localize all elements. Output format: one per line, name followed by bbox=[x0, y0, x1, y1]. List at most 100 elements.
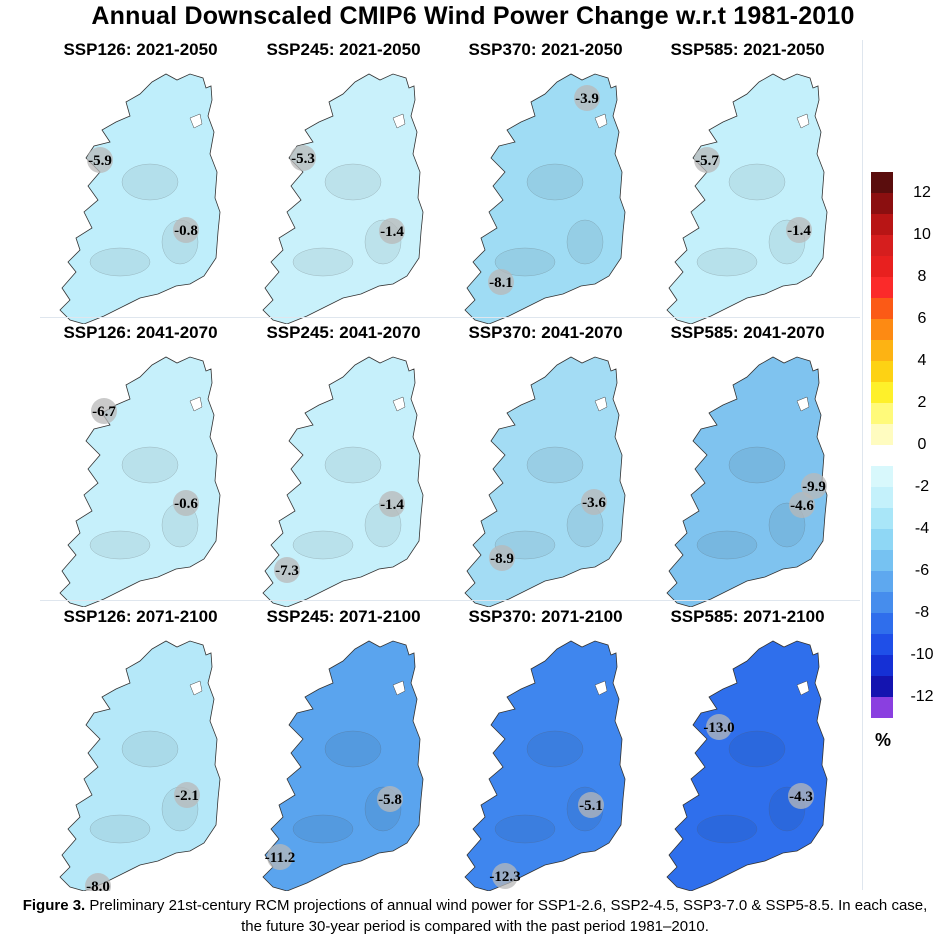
station-value-label: -12.3 bbox=[489, 869, 520, 885]
station-value-label: -5.3 bbox=[291, 151, 315, 167]
colorbar-swatch bbox=[871, 256, 893, 277]
ireland-map: -13.0 -4.3 bbox=[666, 640, 828, 891]
colorbar-tick-label: -10 bbox=[910, 646, 934, 663]
lough-neagh bbox=[189, 680, 203, 696]
station-marker bbox=[173, 490, 199, 516]
station-value-label: -13.0 bbox=[703, 720, 734, 736]
ireland-map: -9.9 -4.6 bbox=[666, 356, 828, 607]
colorbar-swatch bbox=[871, 550, 893, 571]
colorbar-swatch bbox=[871, 382, 893, 403]
panel-title: SSP245: 2041-2070 bbox=[266, 323, 421, 342]
lough-neagh bbox=[594, 680, 608, 696]
lough-neagh bbox=[189, 396, 203, 412]
colorbar-tick-label: -6 bbox=[914, 562, 930, 579]
lough-neagh bbox=[796, 680, 810, 696]
colorbar-swatch bbox=[871, 235, 893, 256]
caption-label: Figure 3. bbox=[22, 897, 86, 914]
colorbar-tick-label: 12 bbox=[913, 184, 931, 201]
contour-region bbox=[121, 163, 179, 201]
contour-region bbox=[728, 163, 786, 201]
station-marker bbox=[488, 269, 514, 295]
panel-title: SSP585: 2071-2100 bbox=[670, 607, 825, 626]
colorbar-swatch bbox=[871, 193, 893, 214]
map-panel: SSP585: 2041-2070 -9.9 -4.6 bbox=[647, 323, 848, 607]
colorbar-swatch bbox=[871, 340, 893, 361]
colorbar-swatch bbox=[871, 592, 893, 613]
panel-title: SSP370: 2041-2070 bbox=[468, 323, 623, 342]
station-marker bbox=[574, 85, 600, 111]
colorbar-tick-label: -4 bbox=[914, 520, 930, 537]
station-marker bbox=[267, 844, 293, 870]
panel-title: SSP245: 2071-2100 bbox=[266, 607, 421, 626]
panel-title: SSP126: 2041-2070 bbox=[63, 323, 218, 342]
station-marker bbox=[578, 792, 604, 818]
station-value-label: -11.2 bbox=[265, 850, 295, 866]
lough-neagh bbox=[392, 680, 406, 696]
contour-region bbox=[494, 247, 556, 277]
ireland-map: -5.8 -11.2 bbox=[262, 640, 424, 891]
colorbar-tick-label: -8 bbox=[914, 604, 930, 621]
caption-text: Preliminary 21st-century RCM projections… bbox=[85, 897, 928, 935]
contour-region bbox=[292, 814, 354, 844]
station-marker bbox=[581, 489, 607, 515]
ireland-map: -2.1 -8.0 bbox=[59, 640, 221, 891]
right-divider bbox=[862, 40, 863, 890]
lough-neagh bbox=[796, 113, 810, 129]
contour-region bbox=[526, 730, 584, 768]
station-marker bbox=[788, 783, 814, 809]
station-value-label: -3.9 bbox=[575, 91, 599, 107]
station-value-label: -4.6 bbox=[790, 498, 814, 514]
panel-title: SSP370: 2071-2100 bbox=[468, 607, 623, 626]
station-value-label: -3.6 bbox=[582, 495, 606, 511]
station-marker bbox=[174, 782, 200, 808]
ireland-map: -6.7 -0.6 bbox=[59, 356, 221, 607]
map-panel: SSP126: 2071-2100 -2.1 -8.0 bbox=[40, 607, 241, 891]
station-value-label: -5.8 bbox=[378, 792, 402, 808]
map-panel: SSP370: 2021-2050 -3.9 -8.1 bbox=[445, 40, 646, 324]
station-marker bbox=[274, 557, 300, 583]
colorbar-swatch bbox=[871, 445, 893, 466]
panel-title: SSP370: 2021-2050 bbox=[468, 40, 623, 59]
colorbar-swatch bbox=[871, 613, 893, 634]
colorbar-swatch bbox=[871, 424, 893, 445]
contour-region bbox=[89, 247, 151, 277]
figure-title: Annual Downscaled CMIP6 Wind Power Chang… bbox=[91, 2, 855, 30]
contour-region bbox=[292, 247, 354, 277]
colorbar-legend: 12 10 8 6 4 2 0 -2 -4 -6 -8 -10 -12 % bbox=[868, 172, 946, 762]
ireland-map: -5.7 -1.4 bbox=[666, 73, 828, 324]
map-panel: SSP585: 2021-2050 -5.7 -1.4 bbox=[647, 40, 848, 324]
ireland-map: -3.6 -8.9 bbox=[464, 356, 626, 607]
map-panel: SSP126: 2021-2050 -5.9 -0.8 bbox=[40, 40, 241, 324]
contour-region bbox=[566, 219, 604, 265]
colorbar-tick-label: 6 bbox=[917, 310, 927, 327]
map-panel: SSP370: 2041-2070 -3.6 -8.9 bbox=[445, 323, 646, 607]
contour-region bbox=[696, 814, 758, 844]
station-value-label: -8.9 bbox=[490, 551, 514, 567]
colorbar-swatch bbox=[871, 508, 893, 529]
colorbar-swatch bbox=[871, 466, 893, 487]
contour-region bbox=[121, 446, 179, 484]
colorbar-unit: % bbox=[875, 730, 892, 750]
contour-region bbox=[324, 730, 382, 768]
station-value-label: -7.3 bbox=[275, 563, 299, 579]
colorbar-swatch bbox=[871, 529, 893, 550]
colorbar-swatch bbox=[871, 214, 893, 235]
ireland-map: -1.4 -7.3 bbox=[262, 356, 424, 607]
station-value-label: -5.9 bbox=[88, 153, 112, 169]
station-value-label: -1.4 bbox=[380, 497, 404, 513]
station-value-label: -8.1 bbox=[489, 275, 513, 291]
station-marker bbox=[379, 218, 405, 244]
map-panel: SSP245: 2041-2070 -1.4 -7.3 bbox=[243, 323, 444, 607]
colorbar-swatch bbox=[871, 298, 893, 319]
row-divider bbox=[40, 600, 860, 601]
figure-caption: Figure 3. Preliminary 21st-century RCM p… bbox=[20, 895, 930, 937]
colorbar-swatch bbox=[871, 319, 893, 340]
station-marker bbox=[85, 873, 111, 891]
ireland-map: -5.1 -12.3 bbox=[464, 640, 626, 891]
lough-neagh bbox=[594, 113, 608, 129]
colorbar-swatch bbox=[871, 277, 893, 298]
station-marker bbox=[379, 491, 405, 517]
contour-region bbox=[526, 446, 584, 484]
map-panel: SSP126: 2041-2070 -6.7 -0.6 bbox=[40, 323, 241, 607]
station-marker bbox=[173, 217, 199, 243]
